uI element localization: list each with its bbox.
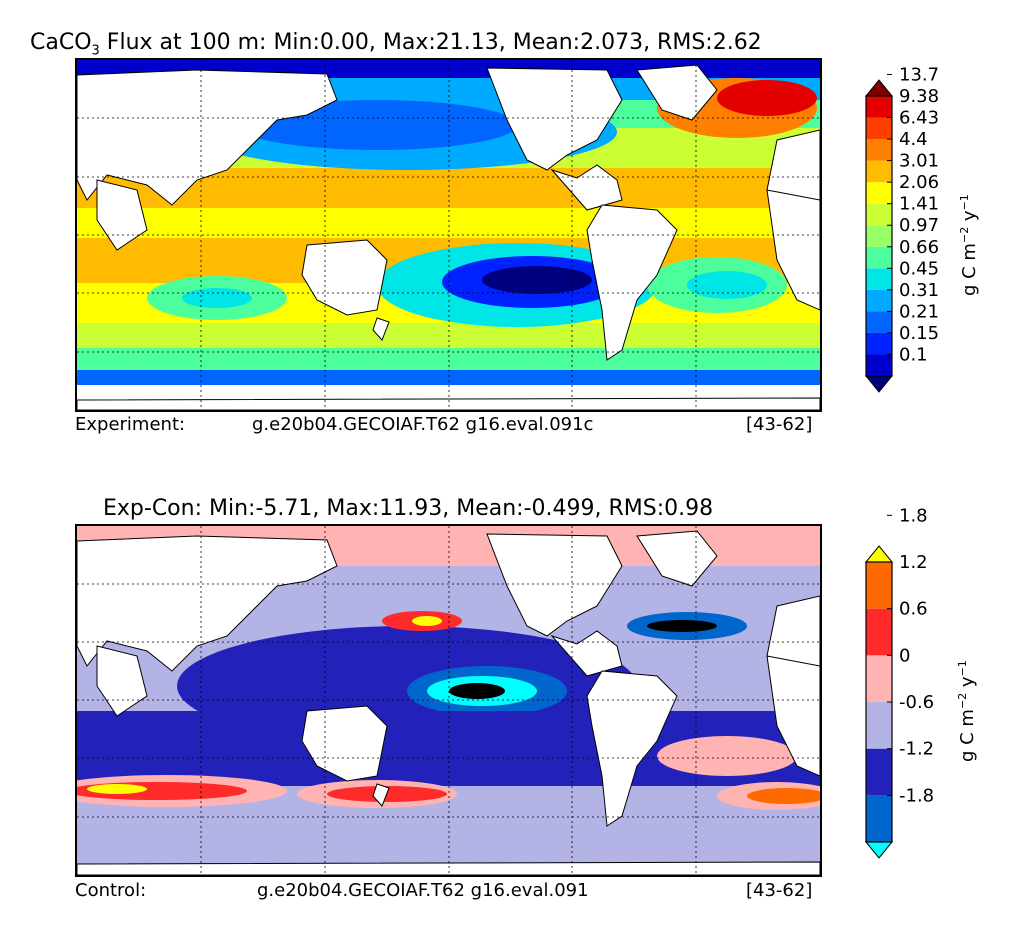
bottom-colorbar-segment — [866, 702, 892, 749]
top-north-atlantic-high — [717, 80, 817, 116]
top-colorbar-segment — [866, 117, 892, 140]
bottom-colorbar-tick-label: 1.2 — [899, 552, 928, 573]
top-colorbar-tick-label: 1.41 — [899, 194, 939, 215]
top-band — [77, 208, 820, 238]
bottom-colorbar: -1.8 -1.2 -0.6 0 0.6 1.2 1.8 — [864, 505, 946, 859]
top-band — [77, 323, 820, 348]
top-colorbar-segment — [866, 289, 892, 312]
top-colorbar-segment — [866, 139, 892, 161]
top-colorbar-tick-label: 13.7 — [899, 64, 939, 85]
bottom-colorbar-segment — [866, 748, 892, 796]
bottom-colorbar-tick-label: -1.2 — [899, 739, 934, 760]
top-colorbar-segment — [866, 225, 892, 247]
top-footer-years: [43-62] — [746, 414, 813, 435]
top-colorbar-tick-label: 9.38 — [899, 86, 939, 107]
bottom-colorbar-svg: -1.8 -1.2 -0.6 0 0.6 1.2 1.8 — [864, 505, 934, 859]
bottom-cb-label-exp1: −2 — [956, 692, 969, 710]
bottom-southern-pos — [87, 784, 147, 794]
top-cb-label-time: y — [959, 210, 980, 227]
bottom-footer-years: [43-62] — [746, 880, 813, 901]
bottom-footer-label: Control: — [75, 880, 147, 901]
bottom-cb-label-exp2: −1 — [956, 660, 969, 677]
bottom-colorbar-tick-label: -1.8 — [899, 785, 934, 806]
bottom-colorbar-tick-label: 0 — [899, 645, 910, 666]
top-band — [77, 370, 820, 385]
top-colorbar-tick-label: 3.01 — [899, 151, 939, 172]
bottom-map-svg — [77, 526, 820, 875]
top-title-rest: Flux at 100 m: Min:0.00, Max:21.13, Mean… — [99, 30, 762, 55]
top-colorbar-svg: 0.10.150.210.310.450.660.971.412.063.014… — [864, 64, 939, 393]
top-colorbar-frame — [865, 95, 893, 377]
bottom-north-atlantic-neg — [647, 620, 717, 632]
bottom-colorbar-tick-label: -0.6 — [899, 692, 934, 713]
top-cb-label-unit: g C m — [959, 243, 980, 296]
top-colorbar-segment — [866, 203, 892, 226]
top-colorbar-segment — [866, 182, 892, 204]
top-chart-title: CaCO3 Flux at 100 m: Min:0.00, Max:21.13… — [30, 30, 762, 58]
top-colorbar-segment — [866, 96, 892, 118]
top-land — [77, 64, 820, 410]
bottom-cb-label-time: y — [957, 676, 978, 693]
top-colorbar-max-arrow — [864, 79, 894, 97]
top-band — [77, 348, 820, 370]
bottom-colorbar-min-arrow — [864, 841, 894, 859]
bottom-north-pacific-pos — [412, 616, 442, 626]
bottom-colorbar-segment — [866, 608, 892, 656]
top-colorbar-segment — [866, 354, 892, 376]
bottom-footer-case: g.e20b04.GECOIAF.T62 g16.eval.091 — [257, 880, 589, 901]
top-south-pacific-gyre — [482, 266, 592, 294]
top-colorbar-label: g C m−2 y−1 — [958, 194, 980, 296]
top-colorbar-tick-label: 0.21 — [899, 301, 939, 322]
top-colorbar-tick-label: 6.43 — [899, 108, 939, 129]
bottom-colorbar-tick-label: 1.8 — [899, 505, 928, 526]
top-colorbar-tick-label: 0.15 — [899, 323, 939, 344]
top-colorbar-min-arrow — [864, 375, 894, 393]
top-indian-gyre — [182, 288, 252, 308]
bottom-tropical-pacific — [449, 683, 505, 699]
bottom-title-rest: Exp-Con: Min:-5.71, Max:11.93, Mean:-0.4… — [103, 496, 714, 521]
top-cb-label-exp1: −2 — [958, 226, 971, 244]
top-colorbar-tick-label: 0.97 — [899, 215, 939, 236]
bottom-colorbar-segment — [866, 795, 892, 842]
bottom-colorbar-segment — [866, 562, 892, 609]
top-colorbar-tick-label: 4.4 — [899, 129, 928, 150]
top-map — [75, 58, 822, 412]
bottom-colorbar-tick-label: 0.6 — [899, 599, 928, 620]
bottom-colorbar-label: g C m−2 y−1 — [956, 660, 978, 762]
top-colorbar-segment — [866, 268, 892, 290]
top-colorbar-segment — [866, 246, 892, 269]
bottom-map — [75, 524, 822, 877]
bottom-cb-label-unit: g C m — [957, 709, 978, 762]
top-colorbar-tick-label: 0.31 — [899, 280, 939, 301]
bottom-gridlines — [77, 526, 820, 875]
top-colorbar-tick-label: 0.45 — [899, 258, 939, 279]
top-colorbar-segment — [866, 160, 892, 183]
top-colorbar-tick-label: 0.66 — [899, 237, 939, 258]
top-map-svg — [77, 60, 820, 410]
top-south-atlantic-gyre — [687, 271, 767, 299]
top-footer-label: Experiment: — [75, 414, 186, 435]
bottom-colorbar-segment — [866, 655, 892, 702]
top-colorbar-tick-label: 0.1 — [899, 344, 928, 365]
bottom-southern-pos — [747, 788, 820, 804]
top-cb-label-exp2: −1 — [958, 194, 971, 211]
top-footer-case: g.e20b04.GECOIAF.T62 g16.eval.091c — [252, 414, 594, 435]
bottom-south-atlantic-pos — [657, 736, 797, 776]
top-title-prefix: CaCO — [30, 30, 92, 55]
top-title-subscript: 3 — [91, 43, 100, 59]
top-colorbar-segment — [866, 311, 892, 333]
bottom-chart-title: Exp-Con: Min:-5.71, Max:11.93, Mean:-0.4… — [103, 496, 713, 524]
bottom-colorbar-max-arrow — [864, 545, 894, 563]
top-colorbar: 0.1 0.15 0.21 0.31 0.45 0.66 0.97 1.41 2.06 3.01 4… — [864, 64, 946, 393]
top-colorbar-segment — [866, 332, 892, 355]
top-gridlines — [77, 60, 820, 410]
top-colorbar-tick-label: 2.06 — [899, 172, 939, 193]
